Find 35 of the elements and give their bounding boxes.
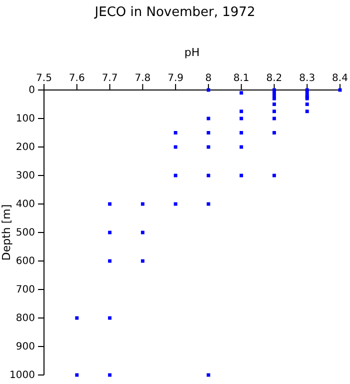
- x-tick-label: 8.2: [266, 73, 282, 84]
- y-tick-label: 400: [16, 199, 35, 210]
- point: [272, 102, 276, 106]
- y-tick-label: 500: [16, 228, 35, 239]
- point: [272, 131, 276, 134]
- point: [240, 131, 244, 134]
- y-tick-label: 1000: [10, 370, 35, 382]
- x-axis-title: pH: [184, 46, 200, 59]
- point: [206, 131, 210, 134]
- point: [174, 131, 178, 134]
- x-tick-label: 8.1: [233, 73, 250, 84]
- point: [240, 110, 244, 114]
- chart-title: JECO in November, 1972: [94, 5, 256, 20]
- x-tick-label: 8.3: [299, 73, 316, 84]
- y-tick-label: 800: [16, 313, 35, 324]
- y-axis-title: Depth [m]: [0, 204, 13, 261]
- y-tick-label: 600: [16, 256, 35, 268]
- point: [305, 102, 309, 106]
- y-tick-label: 300: [16, 170, 35, 182]
- point: [272, 110, 276, 114]
- y-tick-label: 700: [16, 284, 35, 296]
- point: [272, 96, 276, 100]
- point: [240, 91, 244, 95]
- x-tick-label: 7.8: [134, 73, 151, 84]
- x-tick-label: 7.9: [168, 73, 184, 84]
- point: [305, 110, 309, 114]
- x-tick-label: 8.4: [332, 73, 348, 84]
- y-tick-label: 900: [16, 342, 35, 353]
- x-tick-label: 7.6: [68, 73, 85, 84]
- x-tick-label: 7.5: [36, 73, 52, 84]
- x-tick-label: 7.7: [102, 73, 118, 84]
- y-tick-label: 100: [16, 114, 35, 125]
- y-tick-label: 200: [16, 142, 35, 154]
- y-tick-label: 0: [28, 85, 35, 96]
- x-tick-label: 8: [205, 73, 212, 84]
